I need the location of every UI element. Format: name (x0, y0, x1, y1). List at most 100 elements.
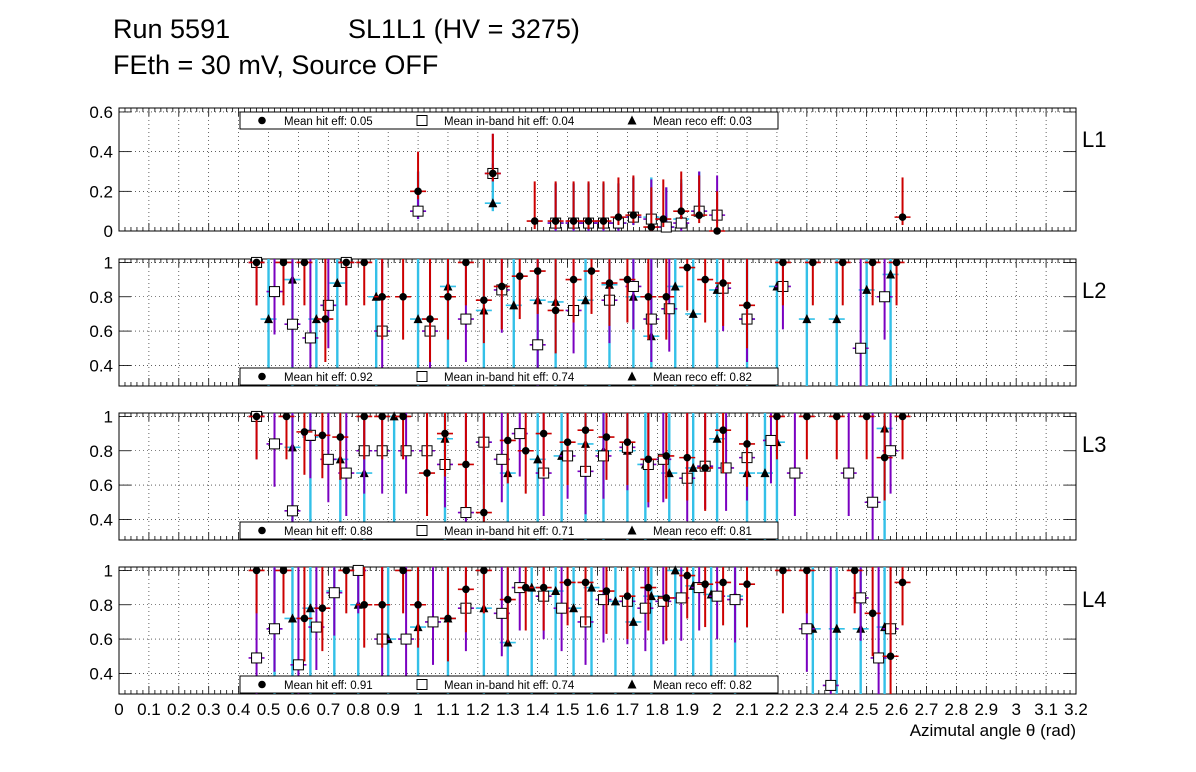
marker-reco (688, 462, 698, 472)
marker-reco (886, 269, 896, 279)
marker-hit (426, 315, 434, 323)
marker-hit (701, 580, 709, 588)
conditions-title: FEth = 30 mV, Source OFF (113, 50, 439, 80)
marker-hit (441, 429, 449, 438)
y-tick-label: 0.6 (89, 476, 113, 495)
x-tick-label: 2.9 (974, 700, 998, 719)
marker-hit (886, 652, 895, 661)
marker-inband (286, 318, 298, 330)
marker-inband (789, 467, 801, 479)
marker-inband (292, 659, 304, 671)
marker-hit (321, 315, 330, 323)
marker-hit (803, 566, 811, 575)
marker-hit (701, 275, 709, 284)
marker-hit (378, 292, 386, 301)
x-axis-title: Azimutal angle θ (rad) (909, 721, 1076, 740)
legend-marker-reco (627, 525, 637, 535)
marker-hit (342, 566, 351, 575)
marker-hit (503, 436, 512, 445)
marker-hit (701, 464, 709, 472)
marker-hit (378, 412, 386, 421)
marker-inband (328, 587, 340, 599)
marker-inband (269, 623, 281, 635)
x-tick-label: 1.3 (496, 700, 520, 719)
marker-hit (803, 412, 811, 421)
marker-inband (269, 438, 281, 450)
x-tick-label: 0.3 (197, 700, 221, 719)
x-tick-label: 0.4 (227, 700, 251, 719)
marker-reco (533, 454, 543, 464)
marker-hit (569, 275, 578, 284)
y-tick-label: 0.4 (89, 356, 113, 375)
legend-marker-hit (258, 680, 266, 689)
legend: Mean hit eff: 0.91 Mean in-band hit eff: … (239, 675, 779, 694)
marker-inband (663, 303, 675, 315)
legend-label-inband: Mean in-band hit eff: 0.04 (444, 116, 575, 128)
x-tick-label: 3.2 (1064, 700, 1088, 719)
marker-hit (623, 275, 632, 284)
marker-reco (413, 314, 423, 324)
marker-hit (378, 600, 386, 609)
legend-marker-reco (627, 115, 637, 125)
marker-inband (675, 217, 687, 229)
marker-reco (610, 596, 620, 606)
marker-hit (252, 566, 261, 575)
marker-inband (556, 602, 568, 614)
x-tick-label: 0 (114, 700, 123, 719)
marker-hit (683, 571, 692, 580)
y-tick-label: 0.2 (89, 182, 113, 201)
panel-frame (118, 566, 1077, 695)
marker-hit (602, 587, 611, 595)
legend-label-inband: Mean in-band hit eff: 0.71 (444, 526, 574, 538)
marker-hit (713, 227, 721, 235)
marker-inband (310, 621, 322, 633)
marker-hit (551, 217, 560, 225)
x-tick-label: 2.8 (945, 700, 969, 719)
marker-inband (460, 313, 472, 325)
marker-hit (521, 583, 530, 592)
marker-hit (342, 258, 351, 267)
marker-hit (719, 426, 727, 434)
x-tick-label: 0.8 (346, 700, 370, 719)
marker-hit (414, 600, 422, 609)
y-tick-label: 0.6 (89, 630, 113, 649)
legend-box (239, 675, 779, 694)
marker-hit (599, 217, 608, 225)
marker-hit (695, 211, 703, 219)
marker-hit (563, 578, 572, 587)
marker-inband (855, 592, 867, 604)
marker-reco (389, 411, 399, 421)
marker-inband (400, 633, 412, 645)
marker-hit (659, 215, 668, 223)
panel-l1: 0 0.2 0.4 0.6 L1 Mean hit eff: 0.05 Mean in-ba… (89, 103, 1106, 241)
legend-box (239, 521, 779, 540)
legend-marker-inband (416, 679, 428, 690)
marker-hit (480, 566, 488, 575)
marker-reco (760, 468, 770, 478)
marker-reco (488, 198, 498, 208)
marker-hit (623, 438, 632, 446)
marker-hit (399, 292, 407, 301)
marker-hit (533, 267, 542, 275)
marker-hit (644, 292, 653, 301)
marker-hit (503, 595, 512, 604)
marker-reco (832, 623, 842, 633)
legend: Mean hit eff: 0.92 Mean in-band hit eff: … (239, 367, 779, 386)
panel-label: L1 (1082, 127, 1106, 152)
marker-hit (480, 296, 488, 304)
marker-hit (898, 412, 907, 421)
legend: Mean hit eff: 0.88 Mean in-band hit eff: … (239, 521, 779, 540)
legend-marker-reco (627, 371, 637, 381)
legend-box (239, 111, 779, 130)
y-tick-label: 1 (104, 253, 113, 272)
marker-reco (802, 314, 812, 324)
panel-frame (118, 412, 1077, 541)
marker-hit (850, 566, 859, 575)
marker-hit (336, 433, 345, 441)
x-tick-label: 3 (1011, 700, 1020, 719)
marker-hit (719, 279, 727, 287)
marker-hit (743, 301, 751, 310)
panel-label: L2 (1082, 278, 1106, 303)
marker-hit (489, 169, 497, 178)
marker-inband (427, 616, 439, 628)
